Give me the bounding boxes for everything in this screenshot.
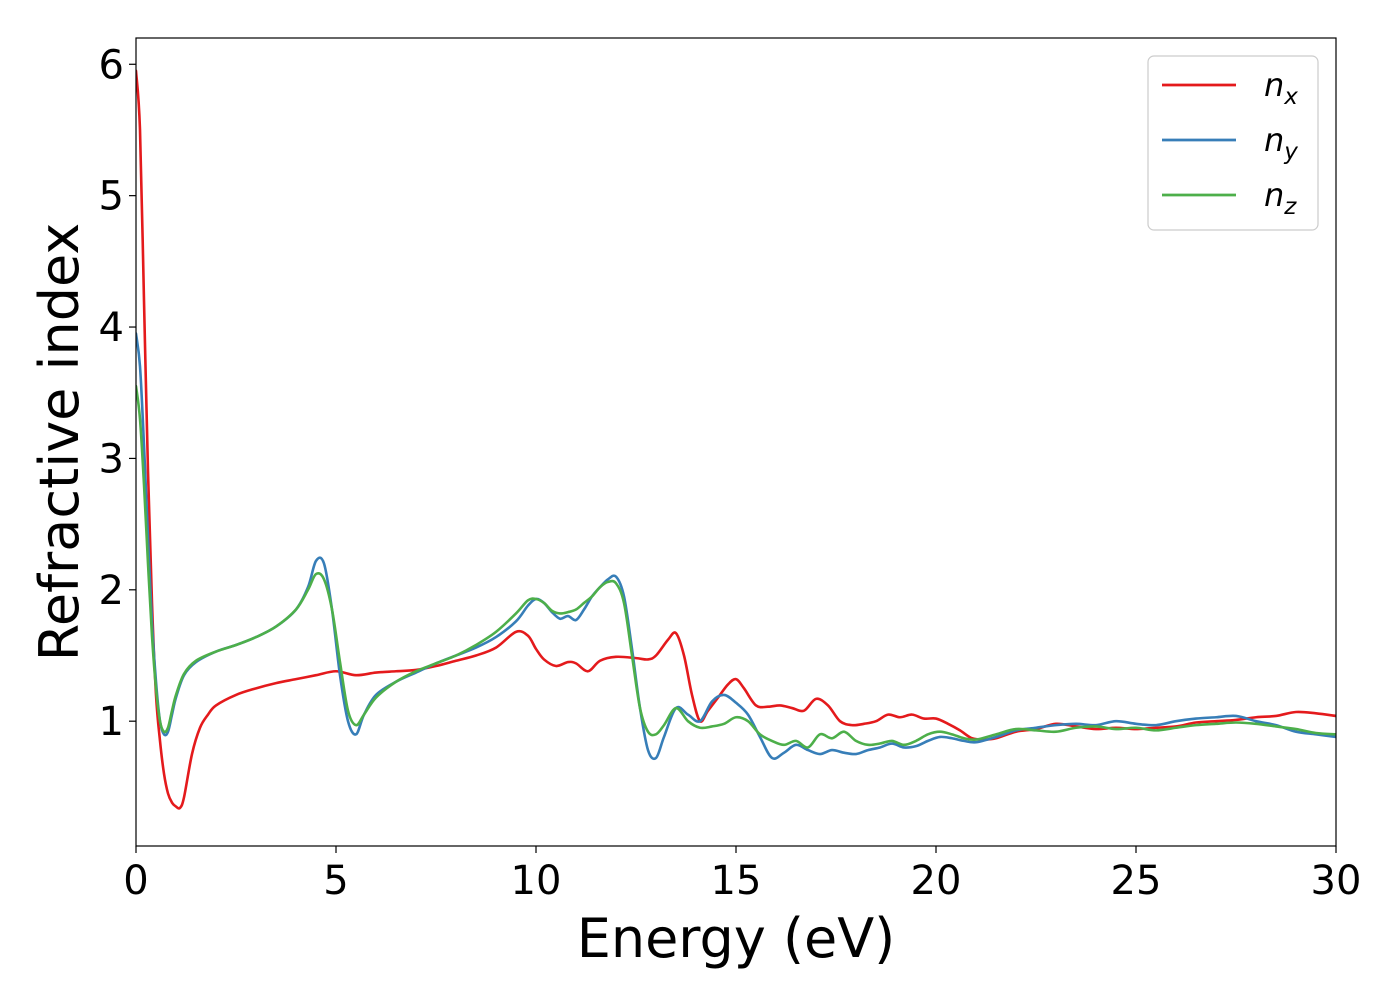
legend-label-nz: nz: [1264, 176, 1297, 220]
plot-frame: [135, 37, 1337, 847]
y-tick-label: 3: [99, 436, 124, 482]
x-tick-label: 5: [323, 858, 348, 904]
x-tick-label: 30: [1311, 858, 1362, 904]
x-tick-label: 25: [1111, 858, 1162, 904]
x-axis-label: Energy (eV): [577, 907, 896, 970]
y-tick-label: 6: [99, 42, 124, 88]
y-tick-label: 1: [99, 699, 124, 745]
x-tick-label: 0: [123, 858, 148, 904]
x-tick-label: 15: [711, 858, 762, 904]
legend-label-ny: ny: [1264, 121, 1298, 165]
y-axis-ticks: 1 2 3 4 5 6: [99, 42, 136, 745]
y-axis-label: Refractive index: [28, 223, 91, 662]
legend-label-nx: nx: [1264, 66, 1298, 110]
y-tick-label: 4: [99, 305, 124, 351]
y-tick-label: 5: [99, 174, 124, 220]
legend-box: [1147, 55, 1319, 231]
x-axis-ticks: 0 5 10 15 20 25 30: [123, 846, 1361, 904]
y-tick-label: 2: [99, 568, 124, 614]
x-tick-label: 10: [511, 858, 562, 904]
plot-area: [136, 69, 1336, 810]
x-tick-label: 20: [911, 858, 962, 904]
legend: nx ny nz: [1147, 55, 1319, 231]
series-line-nz: [136, 384, 1336, 749]
